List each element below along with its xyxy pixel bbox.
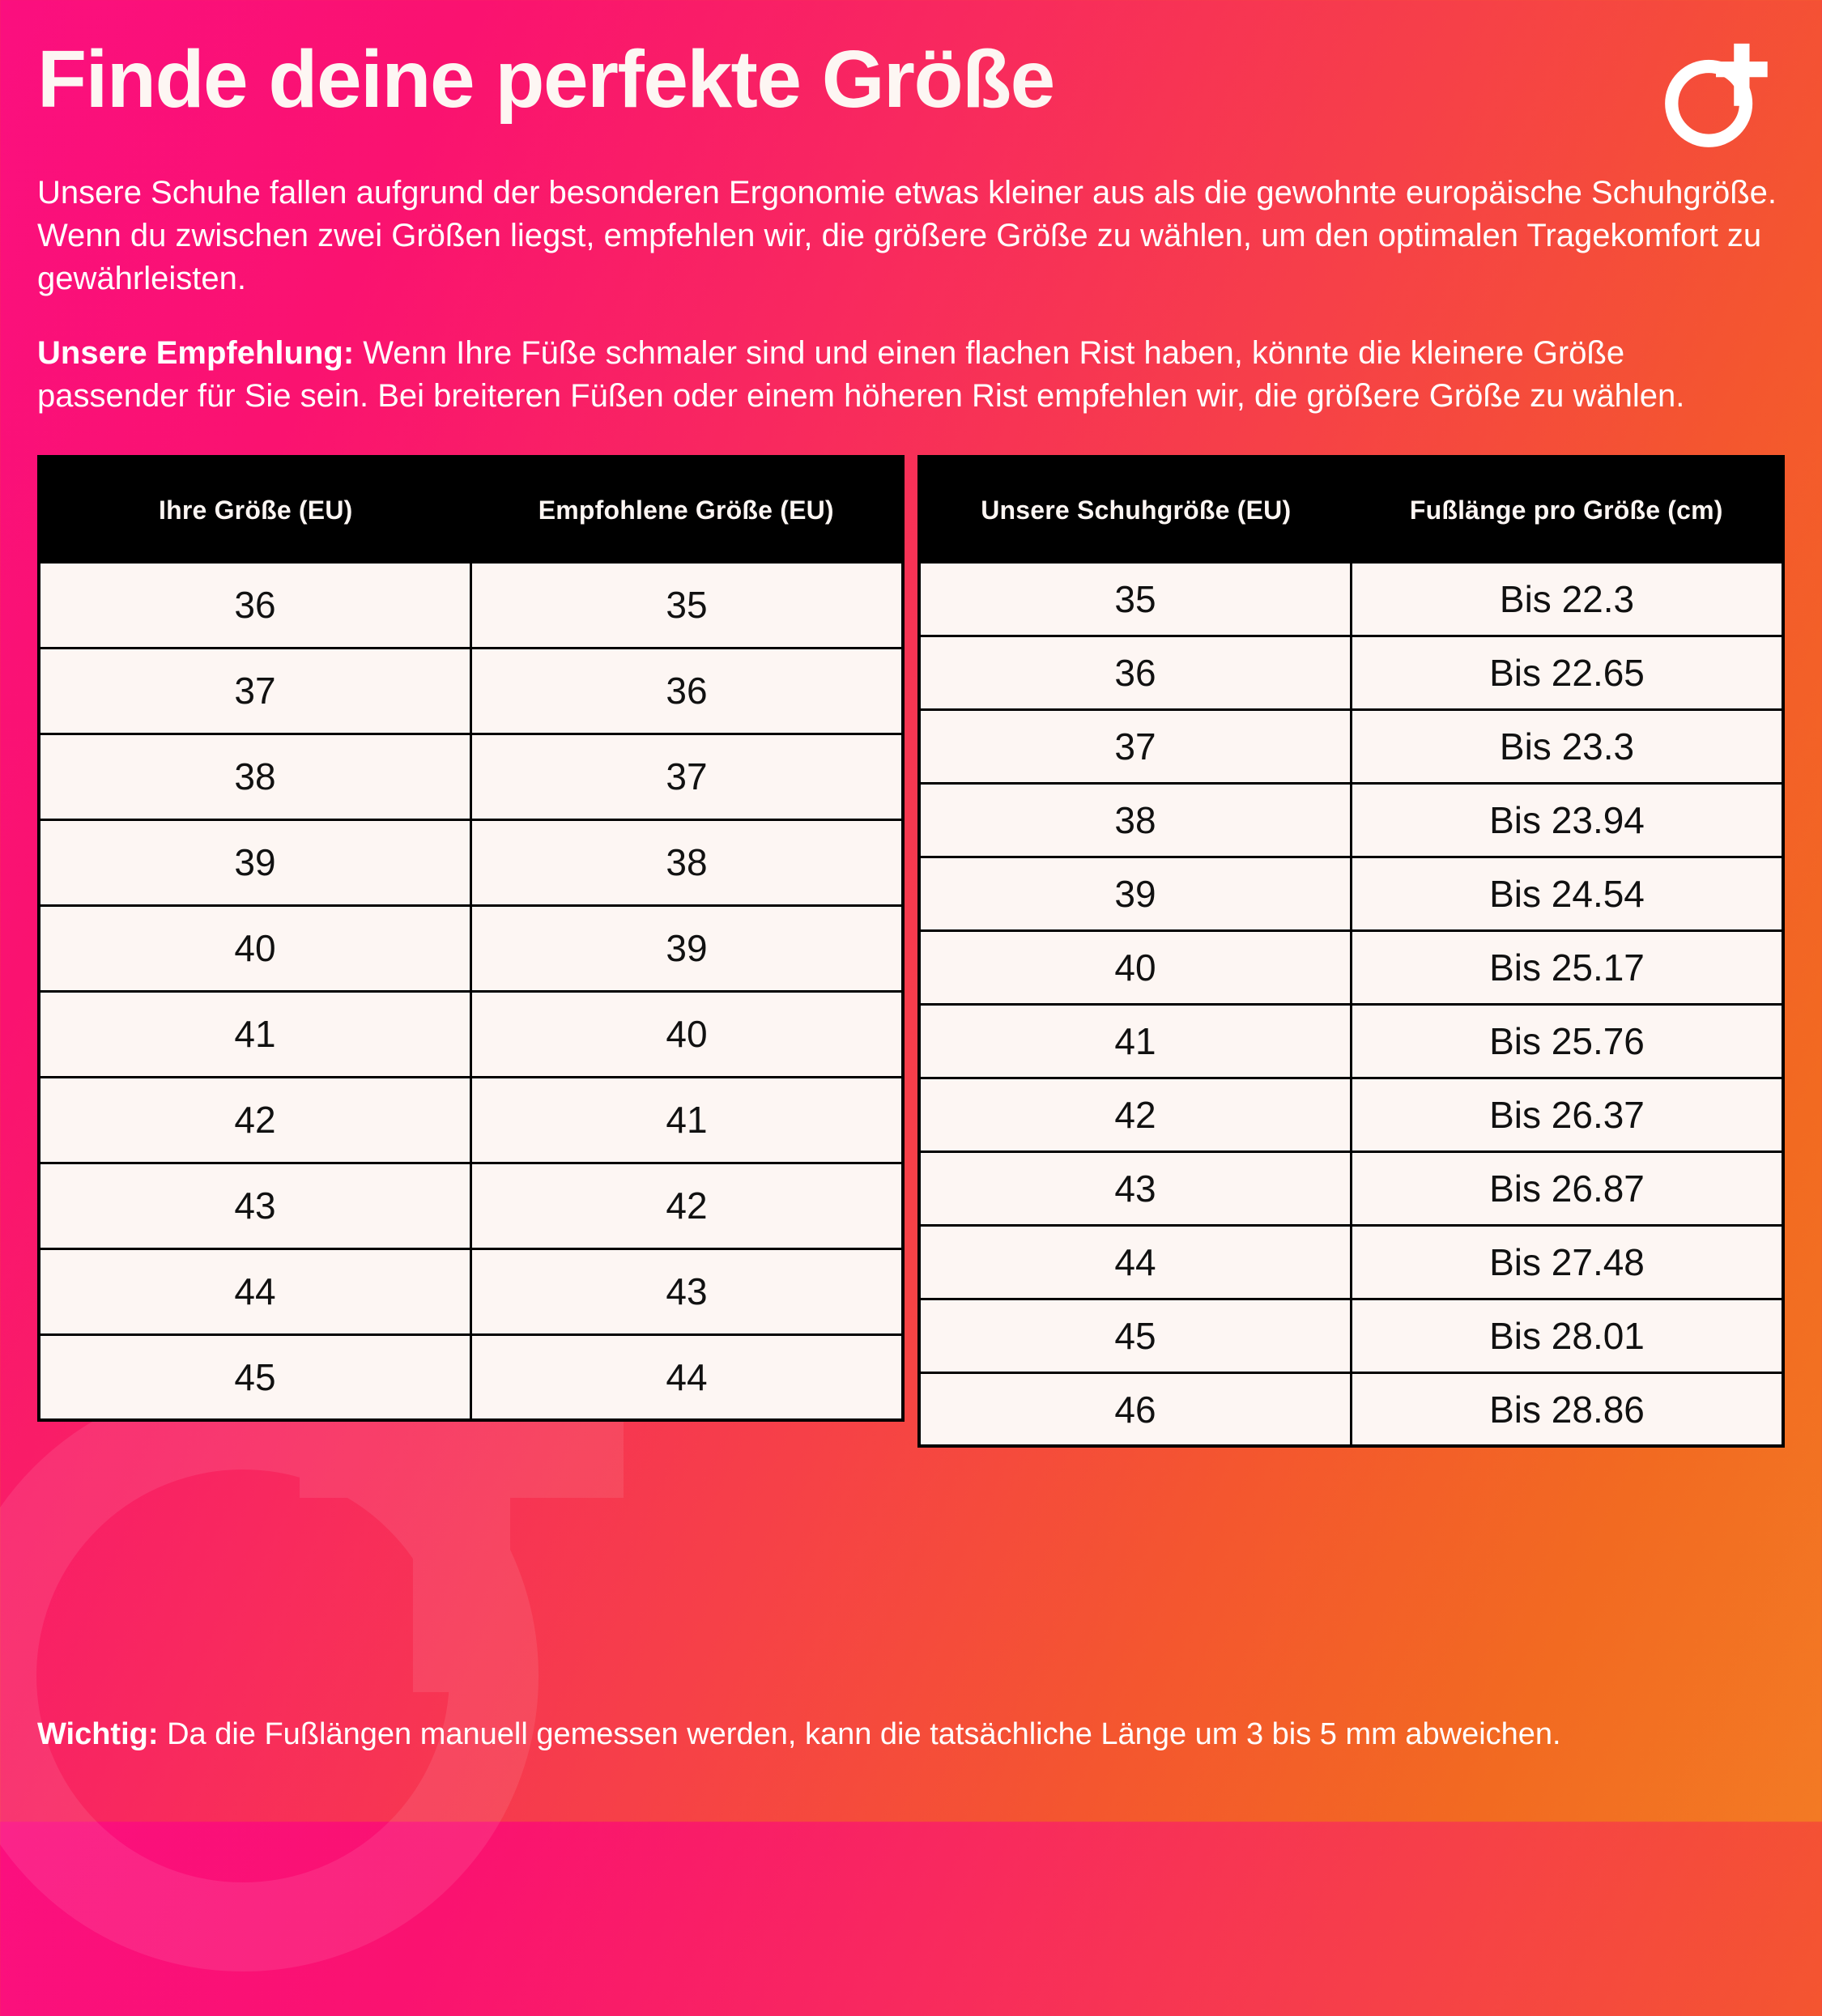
cell-our-size: 39: [917, 855, 1352, 932]
cell-our-size: 40: [917, 929, 1352, 1006]
conversion-table-body: 36 35 37 36 38 37 39 38: [37, 560, 905, 1422]
cell-your-size: 41: [37, 989, 472, 1078]
table-row: 36 35: [37, 560, 905, 649]
table-row: 36 Bis 22.65: [917, 634, 1785, 711]
cell-recommended-size: 44: [470, 1333, 905, 1422]
cell-recommended-size: 38: [470, 818, 905, 907]
cell-your-size: 40: [37, 904, 472, 993]
conversion-table: Ihre Größe (EU) Empfohlene Größe (EU) 36…: [37, 454, 905, 1423]
table-row: 42 41: [37, 1075, 905, 1164]
cell-our-size: 35: [917, 560, 1352, 637]
conversion-table-wrapper: Ihre Größe (EU) Empfohlene Größe (EU) 36…: [37, 454, 905, 1423]
cell-our-size: 45: [917, 1297, 1352, 1374]
footer-text: Da die Fußlängen manuell gemessen werden…: [158, 1717, 1561, 1752]
table-row: 40 39: [37, 904, 905, 993]
cell-our-size: 38: [917, 781, 1352, 858]
cell-foot-length: Bis 24.54: [1350, 855, 1785, 932]
cell-your-size: 39: [37, 818, 472, 907]
cell-your-size: 37: [37, 646, 472, 735]
cell-foot-length: Bis 25.17: [1350, 929, 1785, 1006]
intro-paragraph: Unsere Schuhe fallen aufgrund der besond…: [37, 175, 1777, 296]
table-row: 43 Bis 26.87: [917, 1150, 1785, 1227]
cell-foot-length: Bis 28.86: [1350, 1371, 1785, 1448]
table-row: 42 Bis 26.37: [917, 1076, 1785, 1153]
cell-your-size: 36: [37, 560, 472, 649]
cell-foot-length: Bis 26.37: [1350, 1076, 1785, 1153]
cell-recommended-size: 39: [470, 904, 905, 993]
conversion-header-recommended-size: Empfohlene Größe (EU): [470, 456, 903, 563]
cell-foot-length: Bis 22.65: [1350, 634, 1785, 711]
cell-recommended-size: 42: [470, 1161, 905, 1250]
cell-recommended-size: 37: [470, 732, 905, 821]
length-table-wrapper: Unsere Schuhgröße (EU) Fußlänge pro Größ…: [917, 454, 1785, 1448]
conversion-table-head: Ihre Größe (EU) Empfohlene Größe (EU): [39, 456, 903, 563]
table-header-row: Ihre Größe (EU) Empfohlene Größe (EU): [39, 456, 903, 563]
table-row: 41 Bis 25.76: [917, 1002, 1785, 1079]
recommendation-text: Wenn Ihre Füße schmaler sind und einen f…: [37, 335, 1685, 415]
cell-our-size: 42: [917, 1076, 1352, 1153]
cell-your-size: 45: [37, 1333, 472, 1422]
cell-your-size: 43: [37, 1161, 472, 1250]
table-row: 44 43: [37, 1247, 905, 1336]
cell-your-size: 38: [37, 732, 472, 821]
cell-foot-length: Bis 22.3: [1350, 560, 1785, 637]
cell-our-size: 36: [917, 634, 1352, 711]
cell-foot-length: Bis 26.87: [1350, 1150, 1785, 1227]
cell-your-size: 44: [37, 1247, 472, 1336]
cell-recommended-size: 35: [470, 560, 905, 649]
cell-recommended-size: 43: [470, 1247, 905, 1336]
cell-recommended-size: 40: [470, 989, 905, 1078]
table-row: 37 Bis 23.3: [917, 708, 1785, 785]
table-row: 40 Bis 25.17: [917, 929, 1785, 1006]
table-header-row: Unsere Schuhgröße (EU) Fußlänge pro Größ…: [919, 456, 1783, 563]
cell-our-size: 41: [917, 1002, 1352, 1079]
header: Finde deine perfekte Größe: [37, 37, 1785, 154]
tables-container: Ihre Größe (EU) Empfohlene Größe (EU) 36…: [37, 454, 1785, 1448]
cell-our-size: 44: [917, 1223, 1352, 1300]
footer-note: Wichtig: Da die Fußlängen manuell gemess…: [37, 1714, 1785, 1755]
recommendation-paragraph: Unsere Empfehlung: Wenn Ihre Füße schmal…: [37, 332, 1778, 418]
cell-our-size: 46: [917, 1371, 1352, 1448]
cell-your-size: 42: [37, 1075, 472, 1164]
footer-label: Wichtig:: [37, 1717, 159, 1752]
length-table-head: Unsere Schuhgröße (EU) Fußlänge pro Größ…: [919, 456, 1783, 563]
table-row: 41 40: [37, 989, 905, 1078]
cell-foot-length: Bis 27.48: [1350, 1223, 1785, 1300]
page-title: Finde deine perfekte Größe: [37, 34, 1055, 125]
table-row: 37 36: [37, 646, 905, 735]
recommendation-label: Unsere Empfehlung:: [37, 335, 355, 372]
length-table: Unsere Schuhgröße (EU) Fußlänge pro Größ…: [917, 454, 1785, 1448]
cell-foot-length: Bis 23.3: [1350, 708, 1785, 785]
cell-our-size: 37: [917, 708, 1352, 785]
cell-recommended-size: 36: [470, 646, 905, 735]
table-row: 43 42: [37, 1161, 905, 1250]
length-header-our-size: Unsere Schuhgröße (EU): [919, 456, 1352, 563]
cell-foot-length: Bis 23.94: [1350, 781, 1785, 858]
circle-plus-icon: [1658, 34, 1778, 154]
table-row: 35 Bis 22.3: [917, 560, 1785, 637]
table-row: 38 37: [37, 732, 905, 821]
length-table-body: 35 Bis 22.3 36 Bis 22.65 37 Bis 23.3 38 …: [917, 560, 1785, 1448]
table-row: 38 Bis 23.94: [917, 781, 1785, 858]
length-header-foot-length: Fußlänge pro Größe (cm): [1351, 456, 1783, 563]
cell-recommended-size: 41: [470, 1075, 905, 1164]
table-row: 44 Bis 27.48: [917, 1223, 1785, 1300]
table-row: 45 Bis 28.01: [917, 1297, 1785, 1374]
cell-foot-length: Bis 25.76: [1350, 1002, 1785, 1079]
sizing-guide-page: Finde deine perfekte Größe Unsere Schuhe…: [37, 37, 1785, 1448]
table-row: 39 Bis 24.54: [917, 855, 1785, 932]
table-row: 45 44: [37, 1333, 905, 1422]
conversion-header-your-size: Ihre Größe (EU): [39, 456, 471, 563]
table-row: 39 38: [37, 818, 905, 907]
table-row: 46 Bis 28.86: [917, 1371, 1785, 1448]
cell-foot-length: Bis 28.01: [1350, 1297, 1785, 1374]
cell-our-size: 43: [917, 1150, 1352, 1227]
